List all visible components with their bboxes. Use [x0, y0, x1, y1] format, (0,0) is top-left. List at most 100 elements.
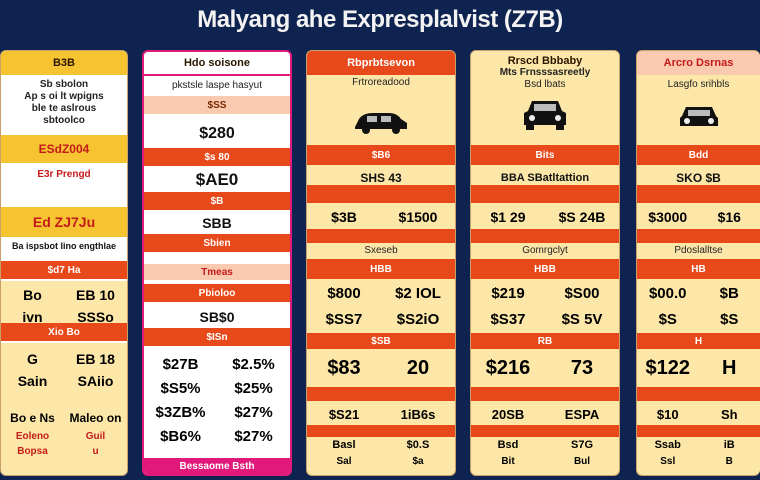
cell: Bopsa: [17, 446, 48, 457]
band: HBB: [471, 259, 619, 279]
cell: $1 29: [490, 209, 526, 225]
footer-band: Bessaome Bsth: [144, 458, 290, 474]
desc-line: sbtoolco: [43, 115, 85, 126]
cell: Guil: [85, 431, 106, 442]
cell: Ssl: [660, 455, 676, 467]
cell: $SS7: [325, 310, 363, 328]
section-label: Pdoslalltse: [674, 245, 723, 256]
desc-line: Ap s oi lt wpigns: [24, 91, 104, 102]
cell: Bo: [23, 287, 42, 303]
cell: $0.S: [406, 439, 430, 451]
cell: Basl: [332, 439, 356, 451]
band: $B: [144, 192, 290, 210]
cell: Ssab: [654, 439, 681, 451]
cell: $800: [327, 284, 361, 302]
value-block: G EB 18 Sain SAiio: [1, 343, 127, 403]
cell: iB: [723, 439, 735, 451]
cell: $16: [717, 209, 741, 225]
car-icon: [637, 101, 760, 131]
price-band: ESdZ004: [1, 135, 127, 163]
column-5-card: Arcro Dsrnas Lasgfo srihbls Bdd SKO $B $…: [636, 50, 760, 476]
table-row: Basl $0.S: [307, 437, 455, 453]
band-empty: [307, 185, 455, 203]
value: BBA SBatltattion: [500, 172, 590, 184]
cell: $S00: [564, 284, 600, 302]
pair-row: $3B $1500: [307, 205, 455, 229]
cell: ivn: [22, 309, 43, 325]
cell: EB 10: [76, 287, 115, 303]
table-row: $83 20: [307, 351, 455, 385]
cell: ESPA: [564, 406, 600, 422]
value: SB$0: [199, 309, 235, 325]
band: HB: [637, 259, 760, 279]
cell: $27%: [234, 427, 273, 445]
cell: $10: [656, 406, 679, 422]
column-1-card: B3B Sb sbolon Ap s oi lt wpigns ble te a…: [0, 50, 128, 476]
table-row: $B6% $27%: [144, 424, 290, 448]
pair-row: $3000 $16: [637, 205, 760, 229]
value: $280: [199, 125, 235, 142]
column-3-sub: Frtroreadood: [352, 77, 410, 88]
section-label: Sxeseb: [364, 245, 398, 256]
value: SBB: [202, 215, 232, 231]
band: $SB: [307, 333, 455, 349]
note-text: E3r Prengd: [37, 169, 91, 180]
cell: SAiio: [77, 373, 114, 389]
column-4-sub: Mts Frnsssasreetly: [499, 67, 591, 78]
value: SHS 43: [360, 171, 402, 185]
column-5-head: Arcro Dsrnas: [637, 51, 760, 75]
cell: $a: [412, 455, 424, 467]
cell: $S37: [490, 310, 526, 328]
band-empty: [637, 425, 760, 437]
section-label: Gomrgclyt: [522, 245, 568, 256]
band: $ISn: [144, 328, 290, 346]
band: $s 80: [144, 148, 290, 166]
pair-row: $1 29 $S 24B: [471, 205, 619, 229]
cell: H: [722, 356, 737, 379]
band-empty: [471, 425, 619, 437]
band-empty: [471, 387, 619, 401]
cell: $B: [719, 284, 739, 302]
table-row: Ssab iB: [637, 437, 760, 453]
cell: $S2iO: [396, 310, 440, 328]
cell: $S5%: [160, 379, 201, 397]
price-band-2: Ed ZJ7Ju: [1, 207, 127, 237]
table-row: $3ZB% $27%: [144, 400, 290, 424]
desc-line: Sb sbolon: [39, 79, 89, 90]
table-row: $S37 $S 5V: [471, 307, 619, 331]
band: Xio Bo: [1, 323, 127, 341]
cell: 1iB6s: [400, 406, 436, 422]
table-row: Bit Bul: [471, 453, 619, 469]
cell: Sh: [720, 406, 738, 422]
cell: 73: [570, 356, 594, 379]
cell: $27B: [162, 355, 199, 373]
cell: EB 18: [76, 351, 115, 367]
table-row: $800 $2 IOL: [307, 281, 455, 305]
column-4-head: Rrscd Bbbaby: [471, 51, 619, 67]
note-band: Tmeas: [144, 264, 290, 280]
table-row: $219 $S00: [471, 281, 619, 305]
column-5-sub: Lasgfo srihbls: [667, 79, 730, 90]
cell: SSSo: [77, 309, 114, 325]
band: Pbioloo: [144, 284, 290, 302]
cell: Bo e Ns: [10, 411, 55, 425]
cell: $00.0: [648, 284, 687, 302]
column-3-head: Rbprbtsevon: [307, 51, 455, 75]
cell: $219: [491, 284, 525, 302]
cell: Eoleno: [15, 431, 50, 442]
column-1-head: B3B: [1, 51, 127, 75]
band-empty: [637, 229, 760, 243]
cell: $S: [658, 310, 677, 328]
cell: $25%: [234, 379, 273, 397]
cell: B: [725, 455, 733, 467]
band: $B6: [307, 145, 455, 165]
band: Bdd: [637, 145, 760, 165]
table-row: $122 H: [637, 351, 760, 385]
desc-line: ble te aslrous: [31, 103, 97, 114]
cell: u: [92, 446, 99, 457]
table-row: $S5% $25%: [144, 376, 290, 400]
band-empty: [307, 229, 455, 243]
band-empty: [637, 185, 760, 203]
cell: $122: [645, 356, 691, 379]
cell: Sal: [336, 455, 352, 467]
